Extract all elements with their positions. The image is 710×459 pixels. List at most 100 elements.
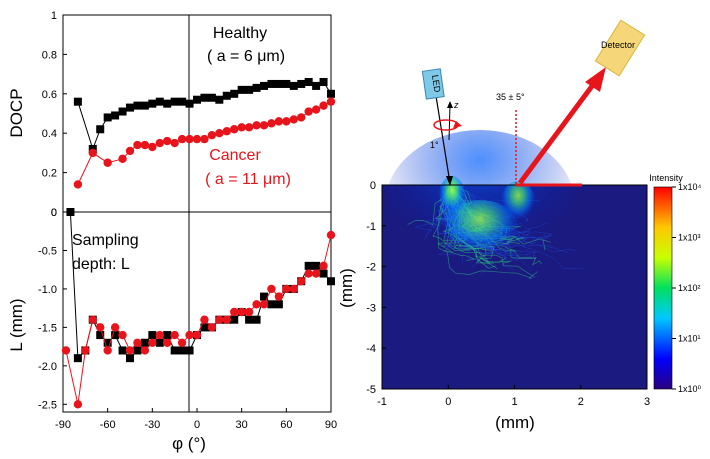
data-point-healthy <box>133 346 142 355</box>
data-point-cancer <box>267 119 276 128</box>
data-point-cancer <box>282 117 291 126</box>
data-point-cancer <box>244 307 254 317</box>
data-point-cancer <box>230 125 239 134</box>
data-point-healthy <box>319 269 328 278</box>
data-point-cancer <box>192 134 202 144</box>
data-point-cancer <box>289 115 298 124</box>
data-point-healthy <box>200 93 209 102</box>
data-point-cancer <box>274 117 284 126</box>
data-point-cancer <box>319 261 328 271</box>
map-ylabel: (mm) <box>337 268 356 308</box>
data-point-healthy <box>245 315 254 324</box>
data-point-cancer <box>274 292 284 301</box>
tilt-angle-label: 1° <box>430 140 439 150</box>
data-point-healthy <box>96 125 105 134</box>
map-xtick-label: -1 <box>377 396 387 408</box>
data-point-healthy <box>126 354 134 363</box>
colorbar-tick-label: 1x10⁴ <box>678 182 702 192</box>
data-point-cancer <box>311 105 321 114</box>
xtick-label: -90 <box>55 419 71 431</box>
data-point-healthy <box>215 95 224 104</box>
data-point-healthy <box>297 79 306 88</box>
map-hotspot-detector <box>500 181 536 229</box>
data-point-cancer <box>88 148 97 158</box>
data-point-cancer <box>140 140 150 150</box>
data-point-healthy <box>282 79 291 88</box>
data-point-cancer <box>118 330 127 340</box>
data-point-cancer <box>200 315 209 324</box>
photon-path <box>437 185 538 279</box>
ytick-label: -2.0 <box>38 361 57 373</box>
data-point-cancer <box>237 307 246 317</box>
data-point-cancer <box>192 330 202 340</box>
led-source: LED <box>421 68 445 100</box>
detected-beam <box>517 76 601 185</box>
data-point-cancer <box>185 134 194 144</box>
data-point-healthy <box>267 300 276 309</box>
data-point-cancer <box>88 315 97 324</box>
sampling-label: Sampling <box>72 232 139 249</box>
data-point-cancer <box>170 138 179 148</box>
detected-beam-arrowhead <box>585 67 606 92</box>
colorbar-tick-label: 1x10³ <box>678 233 701 243</box>
data-point-healthy <box>304 77 313 86</box>
map-ytick-label: -4 <box>366 343 376 355</box>
xtick-label: -30 <box>144 419 160 431</box>
data-point-cancer <box>304 269 313 278</box>
map-xtick-label: 3 <box>644 396 650 408</box>
data-point-cancer <box>252 300 261 309</box>
z-axis-label: z <box>453 100 459 110</box>
docp-ylabel: DOCP <box>7 88 26 137</box>
data-point-cancer <box>103 158 112 167</box>
data-point-cancer <box>304 107 313 116</box>
xtick-label: 0 <box>194 419 200 431</box>
data-point-healthy <box>260 81 268 90</box>
data-point-healthy <box>222 91 231 100</box>
data-point-cancer <box>326 230 336 240</box>
data-point-healthy <box>252 315 261 324</box>
data-point-cancer <box>73 180 83 189</box>
data-point-cancer <box>319 101 328 110</box>
map-ytick-label: -5 <box>366 384 376 396</box>
data-point-cancer <box>125 146 135 156</box>
data-point-healthy <box>66 208 75 216</box>
data-point-healthy <box>230 315 239 324</box>
data-point-cancer <box>133 140 142 150</box>
data-point-cancer <box>222 315 231 324</box>
data-point-healthy <box>170 346 179 355</box>
cancer-label: Cancer <box>209 147 261 164</box>
data-point-healthy <box>319 77 328 86</box>
data-point-cancer <box>237 123 246 132</box>
ytick-label: 0.2 <box>42 168 57 180</box>
healthy-label: Healthy <box>213 25 267 42</box>
data-point-healthy <box>312 261 321 270</box>
map-ytick-label: 0 <box>370 180 376 192</box>
data-point-cancer <box>177 134 187 144</box>
data-point-healthy <box>207 93 216 102</box>
ytick-label: 0 <box>51 207 57 219</box>
data-point-cancer <box>311 269 321 278</box>
data-point-healthy <box>148 331 157 340</box>
map-xlabel: (mm) <box>495 413 535 432</box>
data-point-healthy <box>327 277 335 286</box>
ytick-label: -1.5 <box>38 322 57 334</box>
data-point-cancer <box>170 330 179 340</box>
map-hotspot-mid <box>440 200 520 264</box>
data-point-cancer <box>259 300 269 309</box>
map-ytick-label: -3 <box>366 302 376 314</box>
intensity-map: -1 0 1 2 3 0 -1 -2 -3 -4 -5 (mm) (mm) z 1° 35 ± 5… <box>337 19 702 432</box>
data-point-healthy <box>155 97 164 106</box>
colorbar-tick-label: 1x10² <box>678 283 701 293</box>
ytick-label: -1.0 <box>38 284 57 296</box>
ytick-label: -2.5 <box>38 399 57 411</box>
data-point-cancer <box>155 330 164 340</box>
data-point-healthy <box>73 97 82 106</box>
led-label: LED <box>430 74 442 93</box>
data-point-cancer <box>155 138 164 148</box>
data-point-healthy <box>245 85 254 94</box>
map-ytick-label: -2 <box>366 262 376 274</box>
depth-xlabel: φ (°) <box>172 434 206 453</box>
data-point-cancer <box>326 97 336 106</box>
rotation-arrowhead <box>453 121 462 128</box>
map-ytick-label: -1 <box>366 221 376 233</box>
